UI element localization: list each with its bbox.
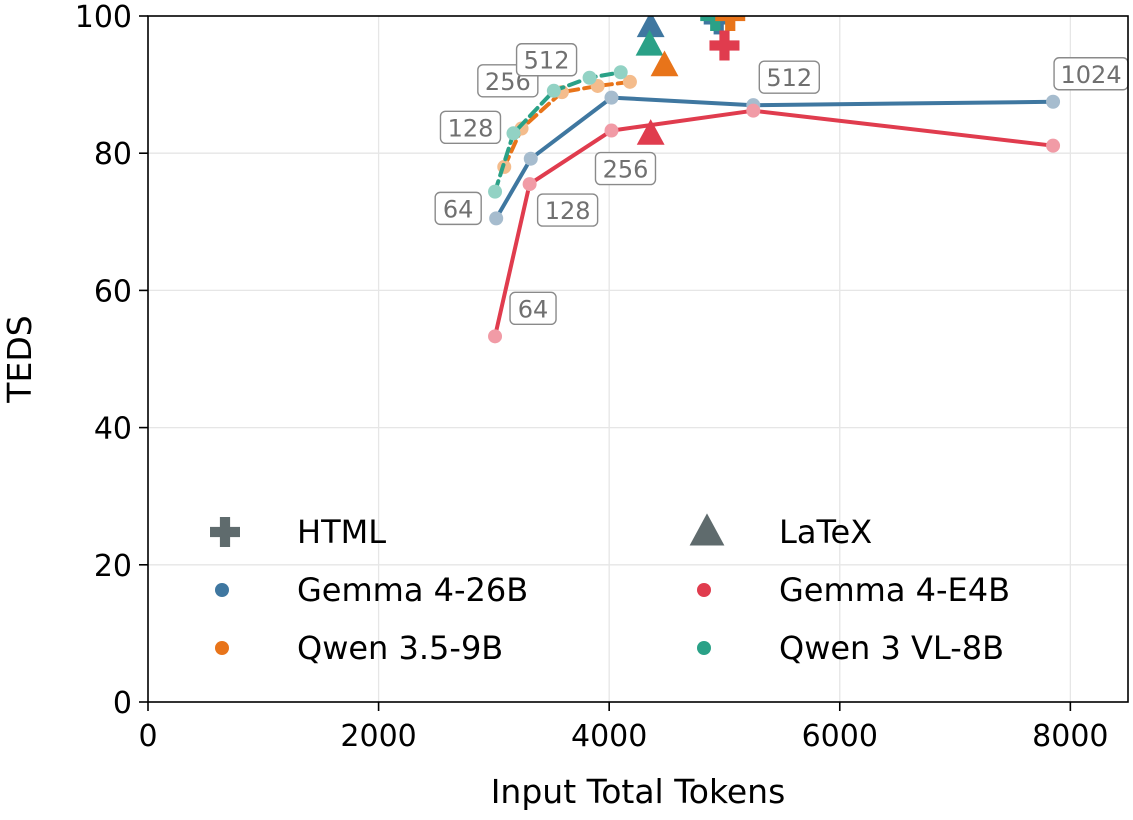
annotation-label: 64	[443, 195, 474, 223]
plus-bar-v	[719, 30, 730, 61]
annotation-label: 128	[545, 197, 591, 225]
axes: 0 2000 4000 6000 8000 0 20 40 60 80 100	[75, 0, 1129, 754]
data-point	[582, 70, 597, 85]
legend-triangle-icon	[689, 513, 725, 546]
data-point	[604, 90, 619, 105]
plus-bar-v	[725, 16, 736, 31]
data-point	[622, 74, 637, 89]
annotation-box	[536, 193, 599, 227]
x-tick-label: 6000	[802, 719, 878, 754]
data-point	[488, 184, 503, 199]
legend-item: LaTeX	[689, 513, 872, 551]
y-tick-label: 80	[94, 137, 132, 172]
annotation-label: 1024	[1061, 61, 1122, 89]
legend-plus-icon	[210, 517, 240, 547]
annotation-label: 512	[524, 47, 570, 75]
x-tick-label: 4000	[571, 719, 647, 754]
data-point	[488, 329, 503, 344]
annotation-label: 64	[518, 295, 549, 323]
point-annotation: 512	[515, 43, 578, 77]
annotation-label: 128	[448, 114, 494, 142]
y-tick-label: 20	[94, 549, 132, 584]
annotation-box	[434, 191, 482, 226]
annotation-label: 512	[766, 64, 812, 92]
legend-label: Qwen 3 VL-8B	[779, 629, 1004, 667]
plot-frame	[147, 15, 1129, 703]
legend-item: Gemma 4-26B	[215, 571, 528, 609]
point-annotation: 128	[439, 110, 502, 145]
reference-markers	[635, 16, 746, 145]
legend-item: HTML	[210, 513, 386, 551]
legend: HTML LaTeX Gemma 4-26B Gemma 4-E4B Qwen 3.5-…	[210, 513, 1010, 667]
latex-marker	[636, 16, 665, 38]
html-marker	[715, 16, 746, 31]
annotation-label: 256	[603, 156, 649, 184]
html-marker	[709, 30, 740, 61]
legend-label: Gemma 4-E4B	[779, 571, 1010, 609]
legend-label: LaTeX	[779, 513, 872, 551]
data-point	[506, 126, 521, 141]
legend-dot-icon	[697, 641, 711, 655]
x-axis-title: Input Total Tokens	[491, 772, 786, 811]
series-layer	[488, 65, 1061, 344]
plus-bar-v	[219, 517, 231, 547]
data-point	[613, 65, 628, 80]
legend-label: Qwen 3.5-9B	[297, 629, 503, 667]
point-annotation: 64	[509, 291, 557, 326]
legend-item: Qwen 3 VL-8B	[697, 629, 1004, 667]
data-point	[522, 177, 537, 192]
data-point	[746, 103, 761, 118]
data-point	[489, 211, 504, 226]
legend-dot-icon	[697, 583, 711, 597]
point-annotation: 1024	[1053, 57, 1129, 91]
point-annotation: 128	[536, 193, 599, 227]
point-annotation: 512	[758, 60, 820, 94]
legend-dot-icon	[215, 583, 229, 597]
legend-item: Qwen 3.5-9B	[215, 629, 503, 667]
legend-dot-icon	[215, 641, 229, 655]
y-tick-label: 60	[94, 274, 132, 309]
annotation-box	[758, 60, 820, 94]
data-point	[1046, 138, 1061, 153]
plus-bar-v	[710, 16, 721, 31]
data-point	[1046, 94, 1061, 109]
latex-marker	[650, 50, 679, 77]
legend-label: HTML	[297, 513, 386, 551]
y-axis-title: TEDS	[0, 315, 39, 403]
legend-label: Gemma 4-26B	[297, 571, 528, 609]
x-tick-label: 0	[138, 719, 157, 754]
annotation-box	[439, 110, 502, 145]
y-tick-label: 0	[113, 686, 132, 721]
latex-marker	[635, 29, 664, 56]
x-tick-label: 2000	[340, 719, 416, 754]
data-point	[546, 83, 561, 98]
x-tick-label: 8000	[1032, 719, 1108, 754]
y-tick-label: 100	[75, 0, 132, 35]
annotation-box	[509, 291, 557, 326]
data-point	[523, 151, 538, 166]
latex-marker	[636, 119, 665, 145]
point-annotation: 256	[594, 151, 657, 186]
point-annotation: 64	[434, 191, 482, 226]
data-point	[604, 123, 619, 138]
annotation-box	[594, 151, 657, 186]
y-tick-label: 40	[94, 412, 132, 447]
legend-item: Gemma 4-E4B	[697, 571, 1010, 609]
annotation-box	[515, 43, 578, 77]
